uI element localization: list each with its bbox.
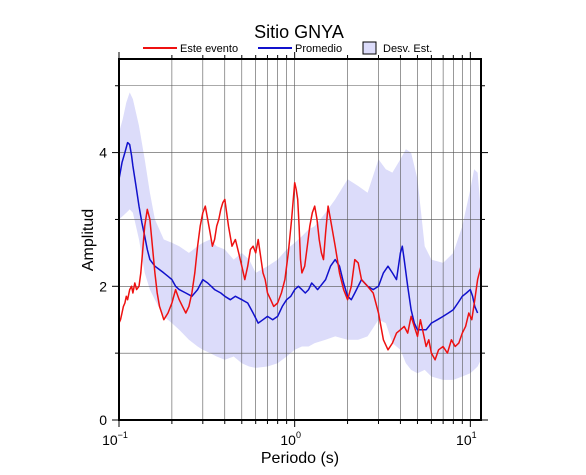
y-tick-label: 2 [99, 278, 107, 294]
x-tick-exponent: 0 [296, 430, 301, 440]
std-band-layer [119, 92, 481, 380]
legend-swatch-box [362, 41, 377, 55]
x-axis-label: Periodo (s) [261, 450, 339, 467]
x-tick-base: 10 [456, 432, 472, 448]
legend: Este evento Promedio Desv. Est. [143, 41, 432, 55]
x-tick-label: 101 [456, 430, 477, 448]
series-este-evento-line [119, 181, 481, 361]
plot-frame [118, 58, 482, 421]
grid-layer [118, 59, 481, 420]
x-tick-exponent: 1 [472, 430, 477, 440]
series-layer [119, 141, 481, 361]
y-tick-label: 0 [99, 412, 107, 428]
x-tick-base: 10 [102, 432, 118, 448]
std-band [119, 92, 481, 380]
legend-label: Este evento [180, 43, 238, 55]
y-tick-label: 4 [99, 145, 107, 161]
chart-title: Sitio GNYA [254, 22, 344, 42]
series-promedio-line [119, 141, 479, 331]
x-tick-label: 100 [280, 430, 301, 448]
x-tick-exponent: −1 [118, 430, 128, 440]
x-tick-label: 10−1 [102, 430, 128, 448]
legend-label: Promedio [295, 43, 342, 55]
y-axis-label: Amplitud [80, 209, 97, 271]
legend-label: Desv. Est. [383, 43, 432, 55]
x-tick-base: 10 [280, 432, 296, 448]
